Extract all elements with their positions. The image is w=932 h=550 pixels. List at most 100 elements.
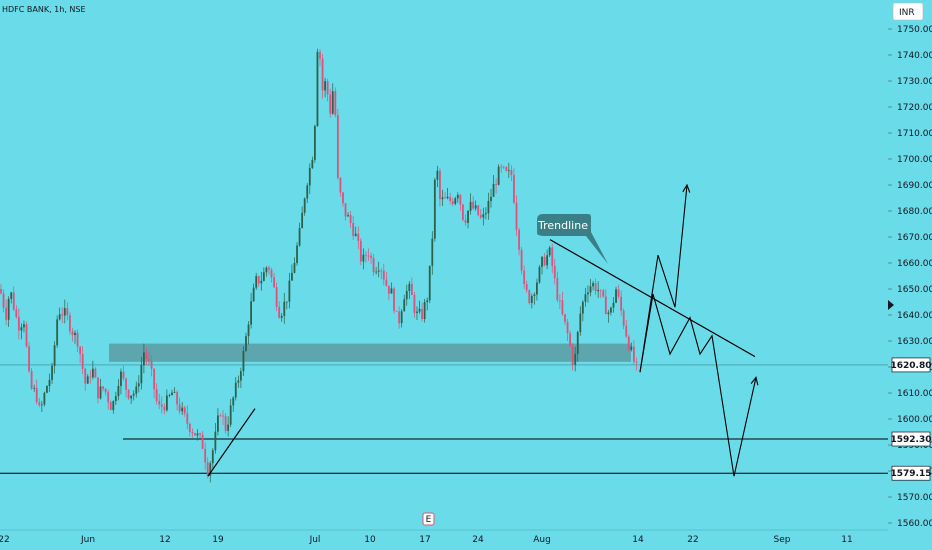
candle-body [336,115,339,178]
candle-body [500,166,503,168]
candle-body [7,298,10,320]
candle-body [431,238,434,266]
chart-title: HDFC BANK, 1h, NSE [2,5,86,14]
candle-body [536,282,538,295]
candle-body [76,332,79,347]
candle-body [181,407,184,412]
candle-body [222,415,224,417]
candle-body [0,289,2,294]
candle-body [612,302,615,308]
projection-path[interactable] [639,184,688,373]
candle-body [10,292,13,299]
candle-body [553,266,556,279]
candle-body [291,272,293,281]
y-tick-label: 1560.00 [897,519,932,529]
candle-body [326,81,329,95]
candle-body [604,296,607,315]
candle-body [283,301,286,316]
candle-body [597,289,600,292]
candle-body [321,58,324,91]
currency-badge[interactable] [892,2,924,21]
y-tick-label: 1720.00 [897,103,932,113]
candle-body [25,324,28,347]
candle-body [199,433,201,435]
y-tick-label: 1630.00 [897,337,932,347]
price-label-box [891,465,931,481]
candle-body [474,205,477,209]
y-tick-label: 1660.00 [897,259,932,269]
candle-body [359,240,362,262]
candle-body [594,283,597,292]
axis-scroll-marker-icon[interactable] [888,300,894,310]
x-tick-label: 19 [212,535,224,545]
candle-body [109,402,112,411]
y-tick-label: 1690.00 [897,181,932,191]
candle-body [201,434,204,449]
candle-body [135,386,138,394]
candle-body [250,301,252,325]
candle-body [252,287,255,302]
candle-body [599,289,602,291]
candle-body [607,312,610,315]
candle-body [204,448,207,463]
candle-body [533,294,536,297]
candle-body [410,283,413,295]
trendline-callout[interactable] [537,214,608,264]
projection-path[interactable] [639,294,757,477]
candle-body [234,382,237,398]
candle-body [564,314,566,323]
candle-body [191,431,194,434]
candle-body [344,203,347,217]
projection-arrowhead-icon [750,376,759,386]
candle-body [505,167,508,171]
y-tick-label: 1670.00 [897,233,932,243]
candle-body [433,179,436,239]
candle-body [416,311,418,313]
candle-body [114,396,117,402]
candle-body [482,214,485,218]
candle-body [99,386,102,399]
candle-body [472,201,475,209]
candle-body [217,415,219,432]
candle-body [28,346,30,372]
candle-body [316,51,319,126]
candle-body [171,392,173,396]
candle-body [137,383,140,387]
candle-body [362,254,365,262]
candle-body [462,204,464,220]
candle-body [84,368,87,384]
candle-body [354,233,357,236]
candle-body [436,170,439,180]
candle-body [20,327,23,331]
candle-body [104,388,107,393]
candle-body [211,450,214,464]
candle-body [584,294,587,302]
candle-body [278,306,281,318]
candle-body [352,223,355,236]
candle-body [377,270,380,272]
candle-body [56,319,59,346]
candle-body [51,365,53,380]
candle-body [206,462,209,476]
candle-body [548,247,551,256]
candle-body [380,270,383,272]
candle-body [372,258,375,273]
candle-body [313,125,316,160]
y-tick-label: 1570.00 [897,493,932,503]
candle-body [388,285,390,294]
price-label: 1620.80 [891,361,932,371]
price-label-box [891,357,931,373]
candle-body [334,91,337,116]
support-resistance-zone[interactable] [109,343,631,362]
candle-body [347,215,349,217]
candle-body [301,212,304,229]
candle-body [627,336,630,350]
candle-body [523,270,526,285]
candle-body [262,272,265,281]
candle-body [490,196,492,202]
trendline-support[interactable] [207,408,256,477]
candle-body [132,393,135,396]
event-marker-icon[interactable] [422,512,435,526]
